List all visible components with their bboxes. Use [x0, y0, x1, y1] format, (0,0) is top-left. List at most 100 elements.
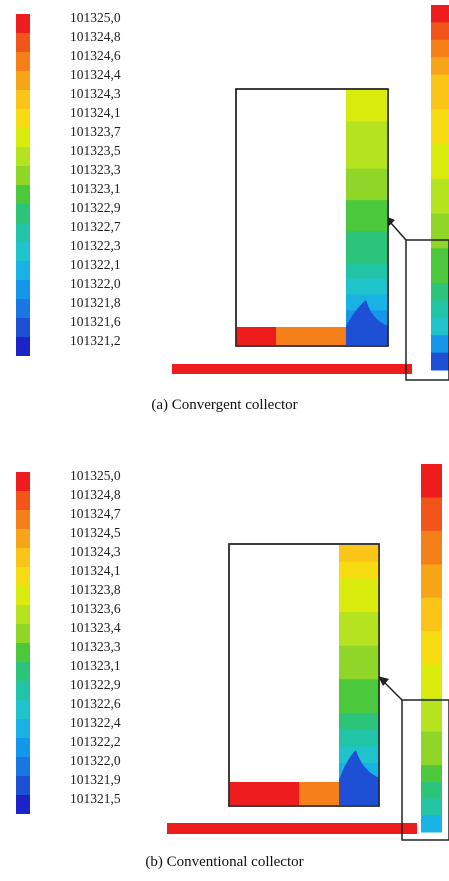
- colorbar-swatch: [16, 337, 30, 356]
- pressure-contour-a: [172, 5, 449, 381]
- colorbar-label: 101322,9: [70, 677, 121, 692]
- colorbar-label: 101322,3: [70, 238, 121, 253]
- colorbar-label: 101323,4: [70, 620, 121, 635]
- colorbar-label: 101323,5: [70, 143, 121, 158]
- contour-band: [431, 283, 449, 301]
- contour-band: [339, 545, 379, 563]
- contour-band: [421, 648, 442, 666]
- contour-band: [339, 729, 379, 747]
- contour-band: [339, 679, 379, 697]
- contour-band: [431, 352, 449, 371]
- chimney-column-a: [431, 5, 449, 371]
- colorbar-label: 101323,8: [70, 582, 121, 597]
- contour-band: [339, 595, 379, 613]
- contour-band: [421, 581, 442, 599]
- contour-band: [421, 547, 442, 565]
- colorbar-swatch: [16, 299, 30, 318]
- inset-column-b: [339, 545, 379, 781]
- contour-band: [339, 645, 379, 663]
- contour-band: [421, 464, 442, 482]
- colorbar-swatch: [16, 719, 30, 738]
- colorbar-swatch: [16, 795, 30, 814]
- contour-band: [346, 263, 388, 280]
- colorbar-label: 101321,2: [70, 333, 121, 348]
- contour-band: [346, 215, 388, 233]
- contour-band: [421, 698, 442, 716]
- contour-band: [431, 317, 449, 336]
- contour-band: [431, 5, 449, 23]
- colorbar-swatch: [16, 510, 30, 529]
- pressure-contour-b: [167, 464, 449, 841]
- colorbar-swatch: [16, 90, 30, 109]
- contour-band: [421, 614, 442, 632]
- contour-band: [421, 631, 442, 649]
- contour-band: [431, 196, 449, 215]
- contour-band: [421, 681, 442, 699]
- contour-band: [421, 597, 442, 616]
- contour-band: [421, 497, 442, 515]
- contour-band: [431, 39, 449, 58]
- colorbar-swatch: [16, 204, 30, 223]
- colorbar-label: 101324,1: [70, 105, 121, 120]
- zoom-source-box-b: [401, 699, 449, 841]
- colorbar-label: 101322,7: [70, 219, 121, 234]
- contour-band: [431, 248, 449, 267]
- colorbar-label: 101324,8: [70, 29, 121, 44]
- colorbar-swatch: [16, 491, 30, 510]
- colorbar-label: 101323,3: [70, 162, 121, 177]
- colorbar-swatch: [16, 109, 30, 128]
- colorbar-label: 101324,4: [70, 67, 121, 82]
- colorbar-swatch: [16, 472, 30, 491]
- colorbar-swatch: [16, 318, 30, 337]
- contour-band: [431, 22, 449, 41]
- colorbar-label: 101322,9: [70, 200, 121, 215]
- colorbar-label: 101322,2: [70, 734, 121, 749]
- contour-band: [346, 152, 388, 170]
- colorbar-swatch: [16, 147, 30, 166]
- colorbar-swatch: [16, 14, 30, 33]
- contour-band: [346, 137, 388, 154]
- contour-band: [339, 612, 379, 630]
- contour-band: [421, 564, 442, 582]
- contour-band: [421, 798, 442, 816]
- colorbar-swatch: [16, 166, 30, 185]
- colorbar-label: 101323,1: [70, 658, 121, 673]
- contour-band: [431, 144, 449, 162]
- colorbar-label: 101322,0: [70, 276, 121, 291]
- colorbar-label: 101324,8: [70, 487, 121, 502]
- colorbar-swatch: [16, 280, 30, 299]
- contour-band: [346, 294, 388, 311]
- contour-band: [346, 184, 388, 201]
- colorbar-swatch: [16, 643, 30, 662]
- colorbar-label: 101324,7: [70, 506, 121, 521]
- colorbar-swatch: [16, 128, 30, 147]
- inlet-strip-a: [172, 364, 412, 374]
- contour-band: [431, 109, 449, 128]
- colorbar-label: 101321,8: [70, 295, 121, 310]
- colorbar-label: 101323,7: [70, 124, 121, 139]
- inset-vortex-a: [346, 300, 388, 345]
- colorbar-label: 101322,6: [70, 696, 121, 711]
- contour-band: [431, 213, 449, 232]
- contour-band: [346, 200, 388, 217]
- contour-band: [421, 514, 442, 532]
- colorbar-b-labels: 101325,0 101324,8 101324,7 101324,5 101324,3…: [70, 466, 121, 808]
- chimney-column-b: [421, 464, 442, 833]
- contour-band: [431, 74, 449, 93]
- contour-band: [339, 662, 379, 680]
- contour-band: [421, 765, 442, 783]
- contour-band: [431, 178, 449, 197]
- contour-band: [339, 712, 379, 731]
- panel-conventional-collector: 101325,0 101324,8 101324,7 101324,5 101324,3…: [0, 440, 449, 881]
- zoom-arrow-a: [389, 221, 407, 241]
- colorbar-label: 101324,1: [70, 563, 121, 578]
- caption-a: (a) Convergent collector: [151, 397, 298, 413]
- colorbar-label: 101321,5: [70, 791, 121, 806]
- colorbar-label: 101324,5: [70, 525, 121, 540]
- colorbar-swatch: [16, 567, 30, 586]
- colorbar-label: 101321,9: [70, 772, 121, 787]
- contour-band: [421, 530, 442, 549]
- contour-band: [339, 561, 379, 580]
- contour-band: [431, 126, 449, 145]
- panel-convergent-collector: 101325,0 101324,8 101324,6 101324,4 101324,3…: [0, 0, 449, 430]
